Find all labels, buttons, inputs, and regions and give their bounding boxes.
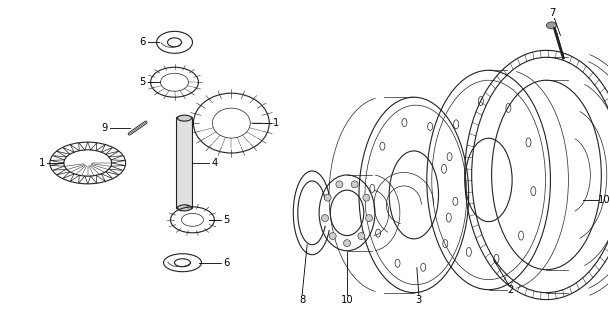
Text: 7: 7 <box>549 8 556 19</box>
Ellipse shape <box>178 205 192 211</box>
Ellipse shape <box>547 22 556 29</box>
Text: 2: 2 <box>508 284 514 295</box>
Circle shape <box>343 240 351 247</box>
Text: 1: 1 <box>38 158 45 168</box>
Circle shape <box>363 194 370 201</box>
Text: 1: 1 <box>273 118 279 128</box>
Text: 5: 5 <box>140 77 146 87</box>
Circle shape <box>336 181 343 188</box>
Text: 9: 9 <box>101 123 108 133</box>
Circle shape <box>329 233 336 240</box>
Circle shape <box>324 194 331 201</box>
Circle shape <box>321 215 329 222</box>
Ellipse shape <box>178 115 192 121</box>
Text: 10: 10 <box>598 195 610 205</box>
Text: 6: 6 <box>223 258 229 268</box>
Text: 4: 4 <box>211 158 218 168</box>
Text: 10: 10 <box>341 295 353 305</box>
Circle shape <box>365 215 373 222</box>
Text: 5: 5 <box>223 215 229 225</box>
Circle shape <box>351 181 358 188</box>
Text: 3: 3 <box>415 295 422 305</box>
FancyBboxPatch shape <box>176 117 193 209</box>
Text: 8: 8 <box>299 295 305 305</box>
Circle shape <box>358 233 365 240</box>
Text: 6: 6 <box>140 37 146 47</box>
